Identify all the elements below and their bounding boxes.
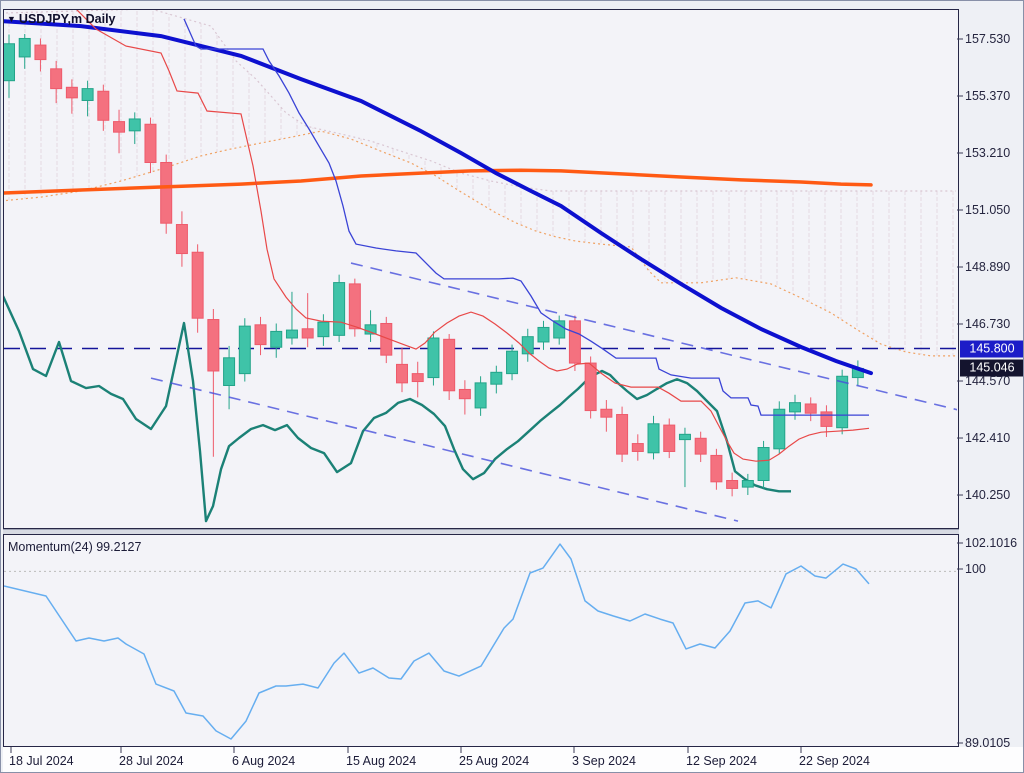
time-axis-label: 22 Sep 2024 bbox=[799, 754, 870, 768]
main-chart-panel[interactable] bbox=[3, 9, 959, 529]
time-axis-label: 15 Aug 2024 bbox=[346, 754, 417, 768]
price-axis-label: 144.570 bbox=[965, 374, 1011, 388]
price-axis-label: 140.250 bbox=[965, 488, 1011, 503]
momentum-indicator-label: Momentum(24) 99.2127 bbox=[8, 540, 142, 554]
price-axis-label: 142.410 bbox=[965, 431, 1011, 446]
price-axis-label: 151.050 bbox=[965, 203, 1011, 217]
price-tag-level: 145.800 bbox=[960, 340, 1023, 358]
time-axis-label: 25 Aug 2024 bbox=[459, 754, 530, 768]
price-axis-label: 148.890 bbox=[965, 260, 1011, 274]
price-axis-label: 157.530 bbox=[965, 32, 1011, 46]
panel-separator[interactable] bbox=[3, 529, 959, 534]
time-axis-label: 28 Jul 2024 bbox=[119, 754, 184, 768]
chart-title-text: USDJPY,m Daily bbox=[18, 12, 116, 26]
time-axis-strip bbox=[3, 747, 1023, 772]
momentum-axis-label: 89.0105 bbox=[965, 736, 1011, 750]
price-axis-label: 153.210 bbox=[965, 146, 1011, 160]
price-axis-label: 155.370 bbox=[965, 89, 1011, 103]
time-axis-label: 3 Sep 2024 bbox=[572, 754, 636, 768]
momentum-axis-label: 102.1016 bbox=[965, 536, 1018, 550]
time-axis-label: 12 Sep 2024 bbox=[686, 754, 757, 768]
momentum-axis-label: 100 bbox=[965, 562, 986, 576]
symbol-marker-icon: ▼ bbox=[7, 13, 16, 24]
price-axis-label: 146.730 bbox=[965, 317, 1011, 331]
momentum-panel[interactable] bbox=[3, 534, 959, 747]
chart-title: ▼ USDJPY,m Daily bbox=[7, 12, 116, 26]
price-tag-current: 145.046 bbox=[960, 359, 1023, 377]
time-axis-label: 6 Aug 2024 bbox=[232, 754, 296, 768]
time-axis-label: 18 Jul 2024 bbox=[9, 754, 74, 768]
